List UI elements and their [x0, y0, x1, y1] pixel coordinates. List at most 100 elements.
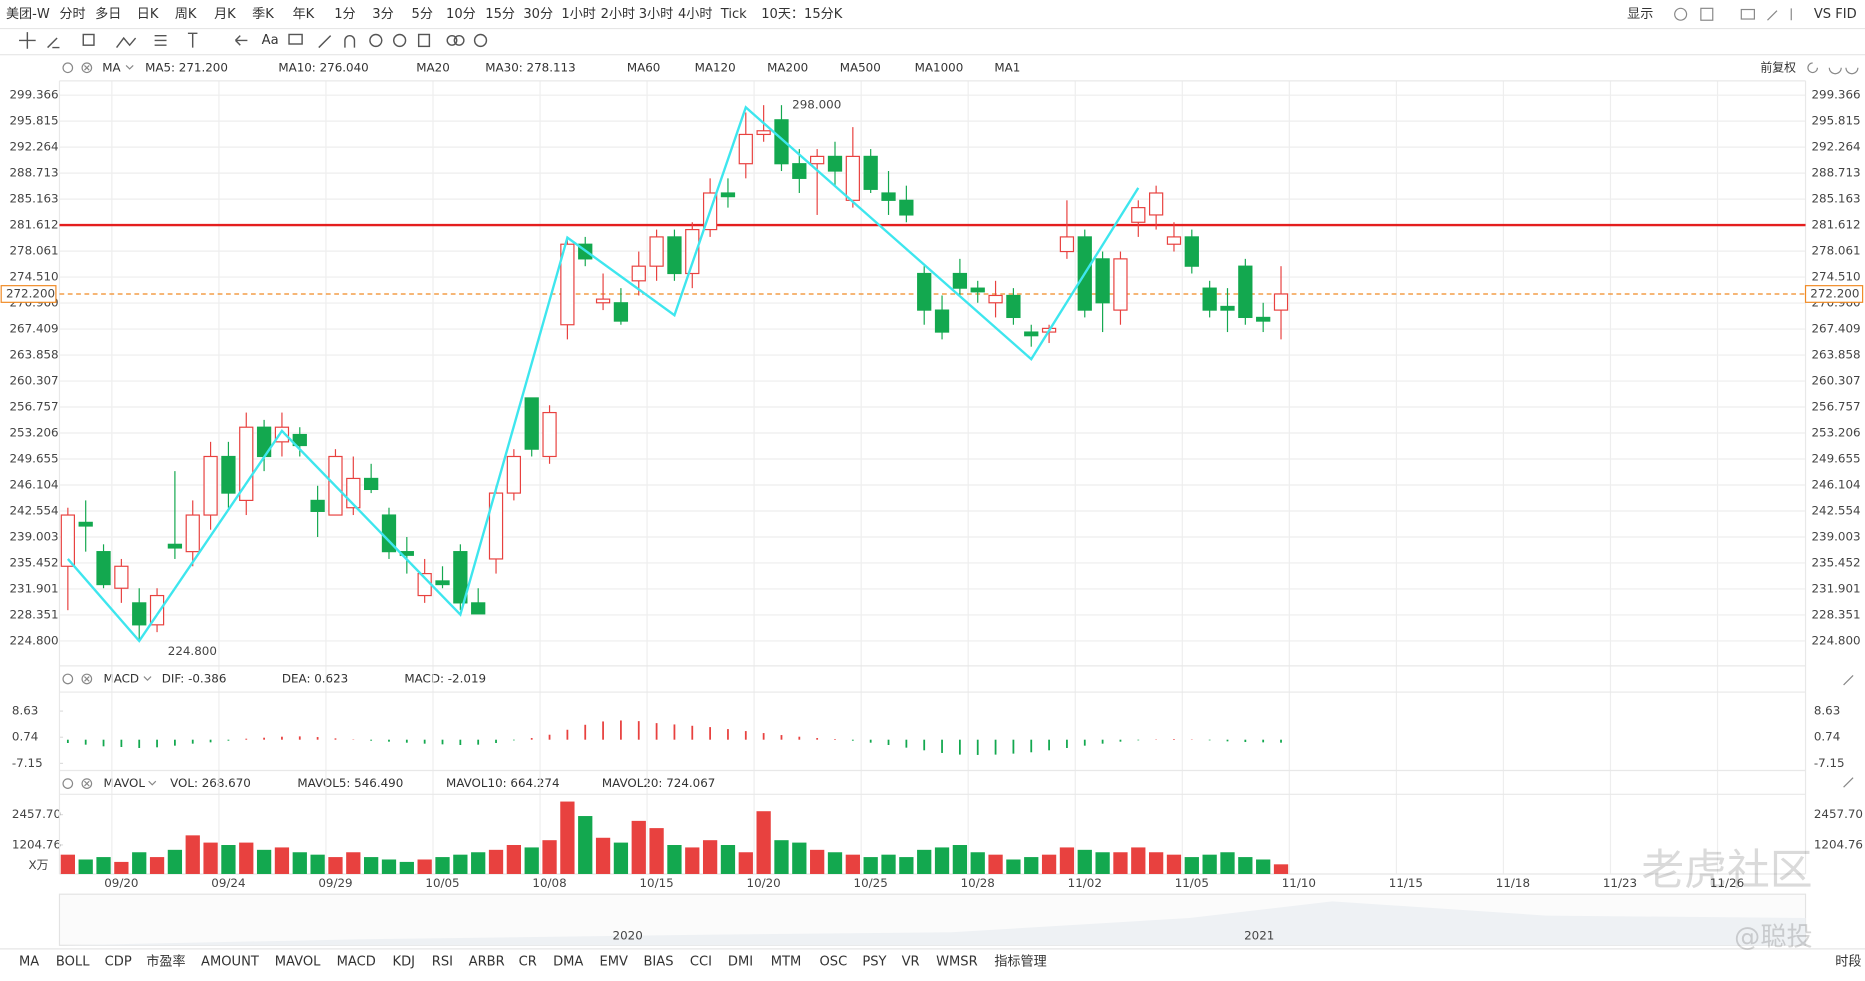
y-tick-label: 239.003	[10, 529, 59, 543]
period-button[interactable]: 30分	[523, 6, 553, 22]
indicator-tab[interactable]: BOLL	[56, 954, 90, 969]
indicator-tab[interactable]: MTM	[771, 954, 802, 969]
indicator-tab[interactable]: AMOUNT	[201, 954, 260, 969]
indicator-tab[interactable]: BIAS	[643, 954, 673, 969]
period-button[interactable]: 15分	[485, 6, 515, 22]
indicator-tab[interactable]: KDJ	[393, 954, 416, 969]
volume-bar	[96, 857, 111, 874]
period-button[interactable]: 1分	[334, 6, 355, 22]
volume-bar	[1238, 857, 1253, 874]
period-button[interactable]: 3小时	[639, 6, 673, 22]
indicator-tab[interactable]: MACD	[337, 954, 376, 969]
candle-body	[827, 155, 843, 172]
text-tool[interactable]: Aa	[262, 33, 279, 48]
y-tick-label: 1204.76	[1814, 837, 1863, 851]
indicator-tab[interactable]: CCI	[690, 954, 712, 969]
volume-bar	[899, 857, 914, 874]
volume-bar	[1220, 852, 1235, 874]
y-tick-label: 274.510	[1811, 270, 1860, 284]
y-tick-label: 281.612	[1811, 218, 1860, 232]
period-button[interactable]: 日K	[137, 7, 159, 22]
period-button[interactable]: 1小时	[561, 6, 595, 22]
candle-body	[631, 265, 646, 282]
candle-body	[881, 192, 896, 201]
pane-controls[interactable]	[62, 7, 1859, 789]
indicator-tab[interactable]: RSI	[432, 954, 453, 969]
indicator-tab[interactable]: MAVOL	[275, 954, 321, 969]
candle-body	[738, 133, 753, 165]
indicator-tab[interactable]: 指标管理	[994, 953, 1046, 969]
period-button[interactable]: 10天：15分K	[761, 6, 843, 22]
indicator-tab[interactable]: VR	[902, 954, 920, 969]
volume-bar	[399, 861, 414, 874]
candle-body	[1256, 316, 1271, 322]
candle-body	[1166, 236, 1182, 245]
candle-body	[720, 192, 736, 198]
volume-bar	[934, 847, 950, 874]
drawing-tools[interactable]	[19, 32, 488, 49]
y-tick-label: 292.264	[10, 140, 59, 154]
x-tick-label: 10/28	[961, 876, 995, 890]
volume-bar	[453, 854, 468, 874]
candle-body	[1148, 192, 1164, 216]
period-button[interactable]: 月K	[214, 7, 236, 22]
volume-bar	[1095, 852, 1110, 874]
volume-bar	[292, 852, 307, 874]
volume-bar	[792, 842, 807, 874]
period-tab[interactable]: 时段	[1835, 953, 1861, 969]
candle-body	[1006, 294, 1021, 319]
period-button[interactable]: Tick	[720, 7, 747, 22]
x-tick-label: 11/02	[1068, 876, 1102, 890]
indicator-tab[interactable]: CR	[519, 954, 537, 969]
indicator-tab[interactable]: CDP	[105, 954, 132, 969]
indicator-tab[interactable]: MA	[19, 954, 39, 969]
volume-bar	[203, 842, 218, 874]
y-tick-label: 235.452	[1811, 555, 1860, 569]
volume-bar	[1113, 852, 1128, 874]
period-button[interactable]: 3分	[372, 6, 393, 22]
y-tick-label: 295.815	[10, 114, 59, 128]
indicator-tab[interactable]: DMA	[553, 954, 583, 969]
symbol[interactable]: 美团-W	[6, 6, 50, 22]
candle-body	[756, 130, 771, 136]
period-button[interactable]: 多日	[95, 5, 121, 22]
volume-bar	[970, 852, 985, 874]
volume-bar	[78, 859, 93, 874]
indicator-tab[interactable]: 市盈率	[146, 952, 185, 969]
period-button[interactable]: 5分	[412, 6, 433, 22]
y-tick-label: 246.104	[1811, 478, 1860, 492]
candle-body	[1220, 305, 1235, 311]
compare-button[interactable]: VS FID	[1814, 7, 1857, 22]
period-button[interactable]: 年K	[293, 6, 315, 22]
indicator-tab[interactable]: DMI	[728, 954, 753, 969]
adjust-mode[interactable]: 前复权	[1760, 60, 1796, 74]
candle-body	[542, 411, 557, 458]
indicator-tab[interactable]: PSY	[862, 954, 887, 969]
period-button[interactable]: 2小时	[601, 6, 635, 22]
indicator-item: MAVOL20: 724.067	[602, 776, 715, 790]
candle-body	[506, 455, 522, 494]
volume-bar	[346, 852, 361, 874]
period-button[interactable]: 分时	[59, 6, 85, 22]
volume-bar	[149, 857, 165, 874]
volume-bar	[756, 811, 771, 874]
indicator-item: MACD: -2.019	[404, 671, 486, 685]
y-tick-label: 267.409	[1811, 322, 1860, 336]
display-menu[interactable]: 显示	[1627, 7, 1653, 22]
volume-bar	[810, 849, 825, 874]
period-button[interactable]: 周K	[175, 7, 197, 22]
navigator-year: 2021	[1244, 928, 1274, 942]
period-button[interactable]: 4小时	[678, 6, 712, 22]
candle-body	[364, 477, 379, 491]
period-button[interactable]: 10分	[446, 6, 476, 22]
indicator-tab[interactable]: OSC	[820, 954, 848, 969]
indicator-tab[interactable]: ARBR	[469, 954, 505, 969]
indicator-tab[interactable]: WMSR	[936, 954, 978, 969]
y-tick-label: 263.858	[1811, 348, 1860, 362]
indicator-tab[interactable]: EMV	[599, 954, 628, 969]
indicator-item: DIF: -0.386	[162, 671, 227, 685]
volume-bar	[631, 820, 646, 874]
indicator-name: MAVOL	[103, 776, 145, 790]
period-button[interactable]: 季K	[252, 6, 274, 22]
volume-bar	[613, 842, 629, 874]
